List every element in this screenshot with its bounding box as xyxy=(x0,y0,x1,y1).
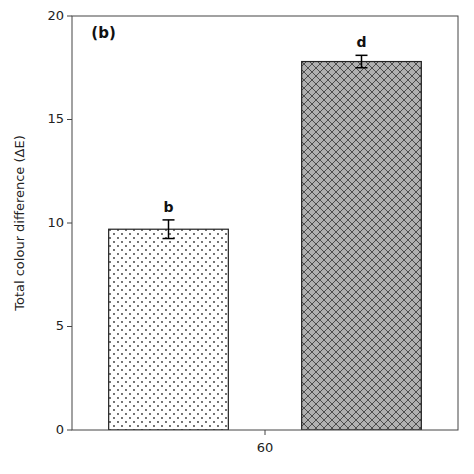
y-tick-label: 10 xyxy=(47,215,64,230)
error-bar xyxy=(356,55,368,67)
y-tick-label: 15 xyxy=(47,111,64,126)
error-bar-cap xyxy=(356,55,368,57)
title: (b) xyxy=(91,24,115,42)
error-bar-cap xyxy=(163,238,175,240)
y-tick xyxy=(67,16,72,17)
error-bar-cap xyxy=(356,67,368,69)
x-tick-label: 60 xyxy=(257,440,274,455)
bar xyxy=(109,229,229,430)
y-tick xyxy=(67,223,72,224)
y-tick-label: 0 xyxy=(56,422,64,437)
y-tick-label: 20 xyxy=(47,8,64,23)
y-axis-label: Total colour difference (ΔE) xyxy=(12,135,27,312)
x-axis: 60 xyxy=(257,430,274,455)
y-axis: 0 5 10 15 20 xyxy=(47,8,72,437)
annotation: d xyxy=(356,34,366,50)
error-bar-cap xyxy=(163,219,175,221)
annotation: b xyxy=(163,199,173,215)
annotations: bd xyxy=(163,34,366,215)
y-tick xyxy=(67,326,72,327)
y-tick xyxy=(67,430,72,431)
y-tick xyxy=(67,119,72,120)
error-bar-stem xyxy=(168,220,170,239)
y-tick-label: 5 xyxy=(56,318,64,333)
error-bar-stem xyxy=(361,55,363,67)
plot-frame xyxy=(72,16,458,430)
error-bar xyxy=(163,220,175,239)
error-bars xyxy=(163,55,368,238)
x-tick xyxy=(265,430,266,435)
bar xyxy=(302,62,422,430)
bars xyxy=(109,62,422,430)
chart-svg: 05101520Total colour difference (ΔE)60bd… xyxy=(0,0,474,474)
chart-container: 05101520Total colour difference (ΔE)60bd… xyxy=(0,0,474,474)
